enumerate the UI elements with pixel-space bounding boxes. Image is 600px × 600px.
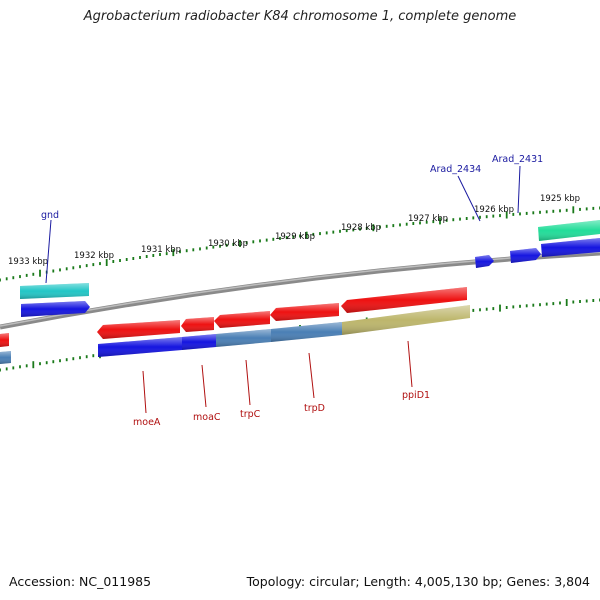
gene-upper-blue-1 [21, 301, 90, 317]
gene-leader-line [142, 370, 147, 414]
gene-leader-line [45, 219, 52, 284]
scale-label: 1932 kbp [74, 251, 114, 261]
gene-leader-line [457, 175, 481, 222]
gene-leader-line [201, 364, 207, 408]
gene-leader-line [308, 352, 315, 399]
scale-label: 1931 kbp [141, 245, 181, 255]
gene-steel-left-edge [0, 351, 11, 364]
scale-label: 1933 kbp [8, 257, 48, 267]
scale-label: 1928 kbp [341, 223, 381, 233]
gene-label-ppid1: ppiD1 [402, 390, 430, 401]
gene-label-gnd: gnd [41, 210, 59, 221]
gene-leader-line [517, 165, 521, 214]
gene-label-trpd: trpD [304, 403, 325, 414]
gene-upper-teal [538, 220, 600, 241]
gene-trpc-row1 [214, 311, 270, 328]
gene-leader-line [245, 359, 251, 406]
gene-label-moea: moeA [133, 417, 161, 428]
gene-ppid1-row2 [342, 305, 470, 335]
gene-leader-line [407, 340, 413, 388]
map-title: Agrobacterium radiobacter K84 chromosome… [83, 9, 517, 24]
gene-trpd-row2 [271, 322, 342, 342]
gene-trpc-row2 [216, 329, 271, 347]
gene-ppid1-row1 [341, 287, 467, 313]
gene-red-left-edge [0, 333, 9, 347]
upper-tick-track [0, 206, 600, 282]
gene-moac-row2 [182, 334, 216, 350]
gene-trpd-row1 [270, 303, 339, 321]
gene-label-trpc: trpC [240, 409, 261, 420]
scale-label: 1925 kbp [540, 194, 580, 204]
gene-label-moac: moaC [193, 412, 221, 423]
gene-arad-2434 [475, 255, 494, 268]
topology-text: Topology: circular; Length: 4,005,130 bp… [246, 574, 590, 589]
gene-moea-row2 [98, 337, 182, 357]
scale-label: 1927 kbp [408, 214, 448, 224]
gene-gnd [20, 283, 89, 299]
gene-upper-blue-2 [541, 238, 600, 257]
gene-moac-row1 [181, 317, 214, 332]
gene-arad-2431 [510, 248, 541, 263]
accession-text: Accession: NC_011985 [9, 574, 152, 589]
gene-label-arad-2434: Arad_2434 [430, 164, 481, 175]
scale-label: 1929 kbp [275, 232, 315, 242]
scale-label: 1926 kbp [474, 205, 514, 215]
gene-moea-row1 [97, 320, 180, 339]
scale-label: 1930 kbp [208, 239, 248, 249]
gene-label-arad-2431: Arad_2431 [492, 154, 543, 165]
